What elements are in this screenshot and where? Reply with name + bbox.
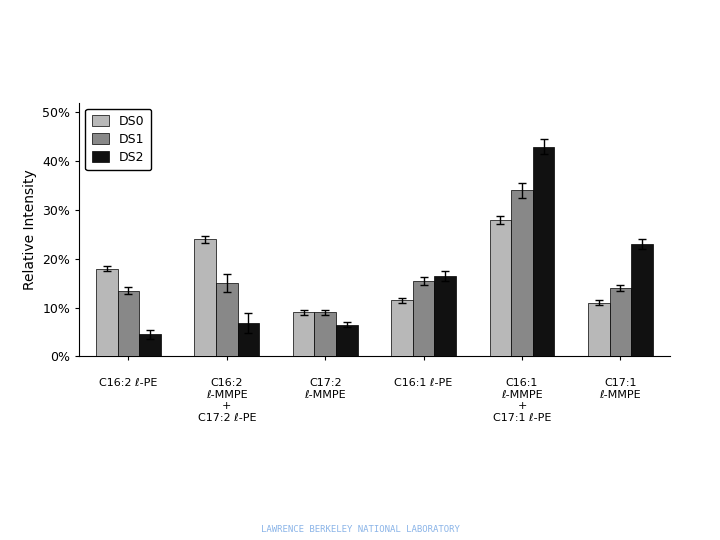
Bar	[139, 334, 161, 356]
Text: C16:2
ℓ-MMPE
+
C17:2 ℓ-PE: C16:2 ℓ-MMPE + C17:2 ℓ-PE	[197, 378, 256, 423]
Bar	[391, 300, 413, 356]
Text: Relative abundance of various PEs changes
with development stage.: Relative abundance of various PEs change…	[27, 24, 505, 65]
Bar	[588, 303, 610, 356]
Bar	[631, 244, 653, 356]
Text: C17:1
ℓ-MMPE: C17:1 ℓ-MMPE	[600, 378, 642, 400]
Bar	[336, 325, 358, 356]
Bar	[96, 268, 117, 356]
Legend: DS0, DS1, DS2: DS0, DS1, DS2	[86, 109, 151, 170]
Bar	[216, 283, 238, 356]
Text: C16:1 ℓ-PE: C16:1 ℓ-PE	[395, 378, 453, 388]
Text: C16:1
ℓ-MMPE
+
C17:1 ℓ-PE: C16:1 ℓ-MMPE + C17:1 ℓ-PE	[492, 378, 552, 423]
Text: LAWRENCE BERKELEY NATIONAL LABORATORY: LAWRENCE BERKELEY NATIONAL LABORATORY	[261, 525, 459, 534]
Bar	[117, 291, 139, 356]
Bar	[610, 288, 631, 356]
Bar	[315, 313, 336, 356]
Bar	[533, 146, 554, 356]
Bar	[413, 281, 434, 356]
Text: C16:2 ℓ-PE: C16:2 ℓ-PE	[99, 378, 158, 388]
Text: C17:2
ℓ-MMPE: C17:2 ℓ-MMPE	[305, 378, 346, 400]
Y-axis label: Relative Intensity: Relative Intensity	[22, 169, 37, 290]
Bar	[293, 313, 315, 356]
Bar	[511, 191, 533, 356]
Bar	[490, 220, 511, 356]
Bar	[238, 323, 259, 356]
Bar	[434, 276, 456, 356]
Bar	[194, 239, 216, 356]
